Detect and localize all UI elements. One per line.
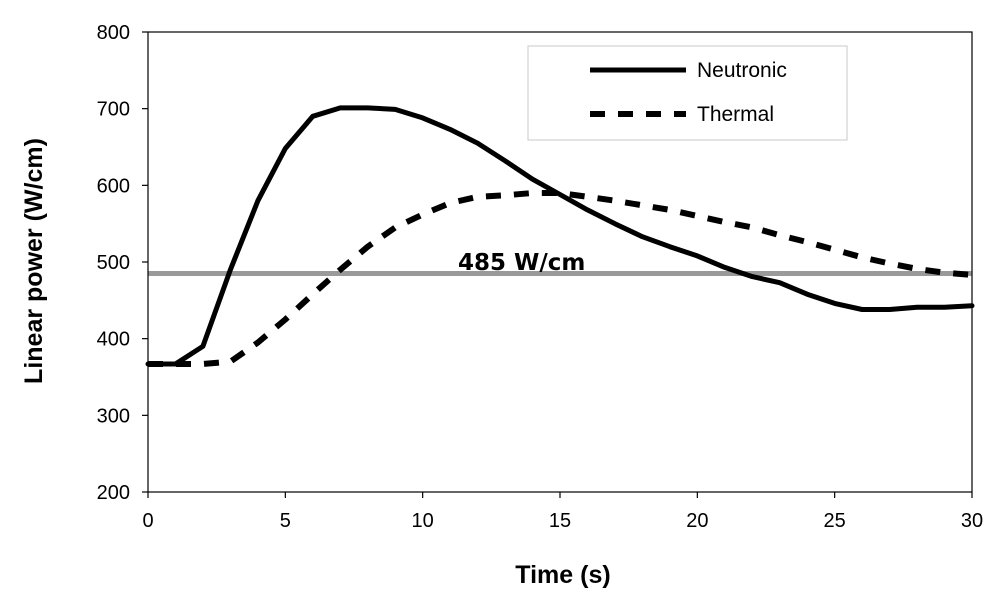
series-line-neutronic [145,105,975,367]
series-group [145,105,975,367]
axes-group [142,31,973,498]
x-tick-label: 5 [280,510,291,532]
x-tick-label: 10 [412,510,434,532]
y-tick-labels: 200 300 400 500 600 700 800 [97,22,130,504]
legend-box [527,45,848,141]
y-tick-label: 800 [97,22,130,44]
y-tick-label: 700 [97,99,130,121]
legend-label-thermal: Thermal [697,103,774,126]
y-tick-label: 300 [97,405,130,427]
x-tick-labels: 0 5 10 15 20 25 30 [142,510,983,532]
x-tick-label: 20 [686,510,708,532]
y-tick-label: 500 [97,252,130,274]
x-tick-label: 25 [824,510,846,532]
legend: Neutronic Thermal [527,45,848,141]
y-tick-label: 200 [97,482,130,504]
y-axis-title: Linear power (W/cm) [20,138,48,384]
y-tick-label: 400 [97,329,130,351]
x-tick-label: 0 [142,510,153,532]
x-tick-label: 30 [961,510,983,532]
x-axis-title: Time (s) [515,561,610,589]
reference-line-label: 485 W/cm [458,250,585,276]
series-line-thermal [148,190,973,367]
y-tick-label: 600 [97,175,130,197]
legend-label-neutronic: Neutronic [697,59,787,82]
x-tick-label: 15 [549,510,571,532]
